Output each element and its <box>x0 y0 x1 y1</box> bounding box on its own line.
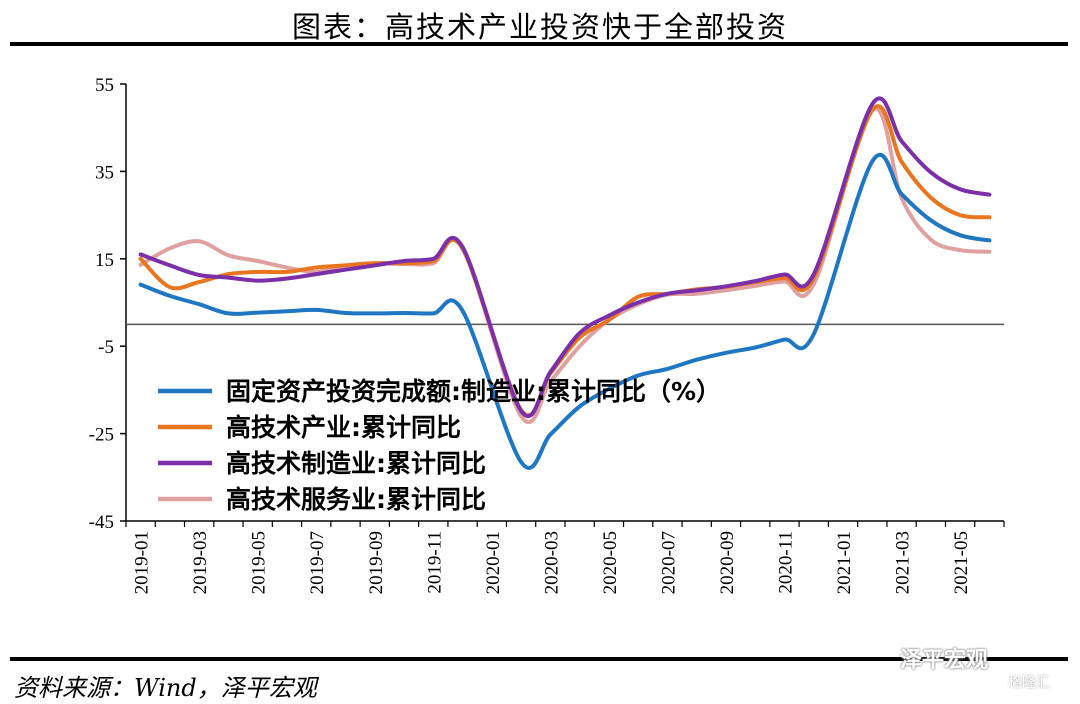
bottom-rule <box>10 657 1068 661</box>
x-tick-label: 2019-05 <box>249 531 270 594</box>
chart-title: 图表：高技术产业投资快于全部投资 <box>291 10 788 44</box>
x-tick-label: 2020-09 <box>717 531 738 594</box>
y-tick-label: -45 <box>89 512 114 533</box>
x-tick-label: 2019-01 <box>132 531 153 594</box>
x-tick-label: 2021-03 <box>893 531 914 594</box>
legend-label: 高技术产业:累计同比 <box>226 413 461 442</box>
x-tick-label: 2019-11 <box>424 531 445 594</box>
watermark: 泽平宏观 <box>900 648 989 673</box>
series-line-1 <box>138 104 992 418</box>
y-tick-label: 55 <box>95 75 114 96</box>
y-tick-label: -25 <box>89 425 114 446</box>
x-tick-label: 2019-09 <box>366 531 387 594</box>
x-tick-label: 2019-03 <box>190 531 211 594</box>
watermark-logo: 格隆汇 <box>1008 675 1050 691</box>
legend: 固定资产投资完成额:制造业:累计同比（%） 高技术产业:累计同比高技术制造业:累计… <box>158 377 721 514</box>
source-note: 资料来源：Wind，泽平宏观 <box>14 674 317 702</box>
x-tick-label: 2019-07 <box>307 531 328 594</box>
x-tick-label: 2020-03 <box>541 531 562 594</box>
series-line-0 <box>138 152 992 470</box>
legend-label: 高技术服务业:累计同比 <box>226 485 486 514</box>
x-tick-label: 2020-01 <box>483 531 504 594</box>
legend-label: 固定资产投资完成额:制造业:累计同比（%） <box>226 377 721 406</box>
y-tick-label: 15 <box>95 250 114 271</box>
x-tick-label: 2021-05 <box>951 531 972 594</box>
series-line-3 <box>138 106 992 425</box>
x-tick-label: 2021-01 <box>834 531 855 594</box>
x-tick-label: 2020-11 <box>776 531 797 594</box>
y-tick-label: 35 <box>95 162 114 183</box>
axes: 55 35 15 -5 -25 -45 2019-01 2019-03 2019-05 2019-… <box>89 75 1005 594</box>
legend-label: 高技术制造业:累计同比 <box>226 449 486 478</box>
y-tick-label: -5 <box>98 337 114 358</box>
x-tick-label: 2020-05 <box>600 531 621 594</box>
x-tick-label: 2020-07 <box>658 531 679 594</box>
top-rule <box>10 42 1068 46</box>
series-lines <box>138 96 992 470</box>
series-line-2 <box>138 96 992 419</box>
